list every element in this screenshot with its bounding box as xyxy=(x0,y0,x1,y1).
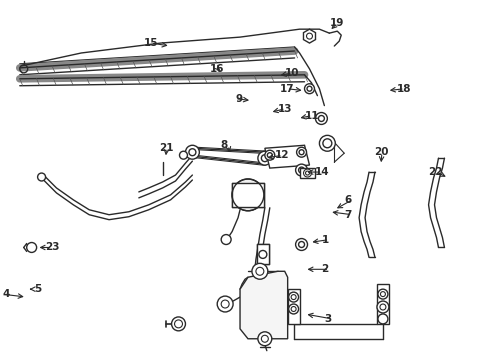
Circle shape xyxy=(264,150,274,160)
Circle shape xyxy=(319,135,335,151)
Circle shape xyxy=(376,301,388,313)
Text: 10: 10 xyxy=(284,68,299,78)
Text: 11: 11 xyxy=(304,111,318,121)
Circle shape xyxy=(303,169,311,177)
Bar xyxy=(232,183,264,207)
Circle shape xyxy=(257,332,271,346)
Circle shape xyxy=(295,239,307,251)
Polygon shape xyxy=(264,145,309,168)
Circle shape xyxy=(221,235,231,244)
Text: 21: 21 xyxy=(158,143,173,153)
Text: 5: 5 xyxy=(34,284,41,294)
Text: 2: 2 xyxy=(321,264,328,274)
Text: 1: 1 xyxy=(321,234,328,244)
Text: 19: 19 xyxy=(328,18,343,28)
Circle shape xyxy=(238,185,257,205)
Circle shape xyxy=(377,314,387,324)
Text: 4: 4 xyxy=(2,289,10,299)
Circle shape xyxy=(295,164,307,176)
Circle shape xyxy=(315,113,326,125)
Circle shape xyxy=(185,145,199,159)
Circle shape xyxy=(217,296,233,312)
Bar xyxy=(287,289,299,324)
Circle shape xyxy=(251,264,267,279)
Circle shape xyxy=(288,292,298,302)
Text: 16: 16 xyxy=(210,64,224,74)
Circle shape xyxy=(232,179,264,211)
Circle shape xyxy=(38,173,45,181)
Text: 18: 18 xyxy=(396,84,410,94)
Text: 22: 22 xyxy=(427,167,442,177)
Text: 12: 12 xyxy=(274,150,289,160)
Circle shape xyxy=(377,289,387,299)
Text: 13: 13 xyxy=(277,104,292,113)
Circle shape xyxy=(27,243,37,252)
Text: 9: 9 xyxy=(235,94,243,104)
Circle shape xyxy=(171,317,185,331)
Circle shape xyxy=(288,304,298,314)
Circle shape xyxy=(257,151,271,165)
Text: 14: 14 xyxy=(314,167,328,177)
Text: 7: 7 xyxy=(344,210,351,220)
Polygon shape xyxy=(240,271,287,339)
Text: 8: 8 xyxy=(220,140,227,150)
Bar xyxy=(376,284,388,324)
Bar xyxy=(256,244,268,264)
Circle shape xyxy=(296,147,306,157)
Circle shape xyxy=(179,151,187,159)
Bar xyxy=(299,168,315,178)
Text: 6: 6 xyxy=(344,195,351,205)
Text: 15: 15 xyxy=(144,38,158,48)
Circle shape xyxy=(304,84,314,94)
Text: 3: 3 xyxy=(324,314,331,324)
Text: 23: 23 xyxy=(45,243,60,252)
Text: 17: 17 xyxy=(280,84,294,94)
Text: 20: 20 xyxy=(373,147,387,157)
